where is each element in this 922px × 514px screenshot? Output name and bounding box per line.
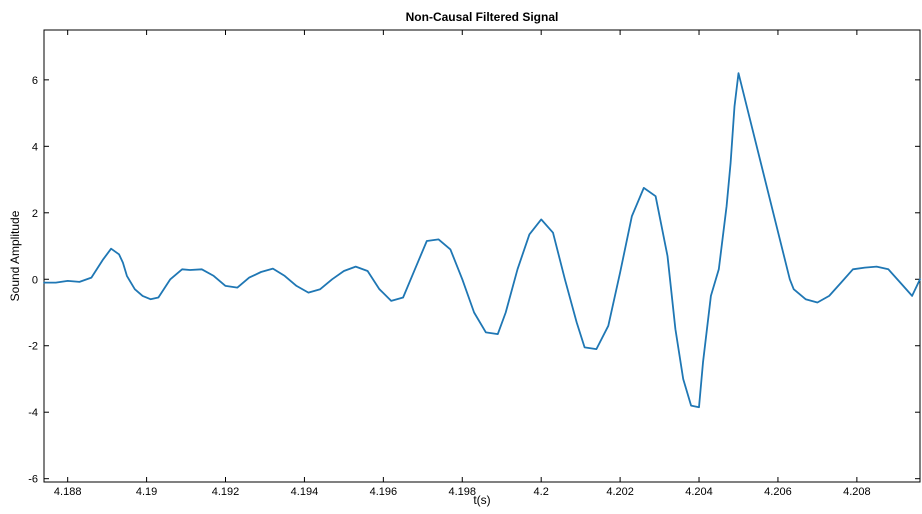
x-tick-label: 4.2: [534, 486, 549, 498]
y-tick-label: -6: [28, 474, 38, 486]
y-tick-label: 0: [32, 274, 38, 286]
x-tick-label: 4.198: [449, 486, 477, 498]
x-axis-label: t(s): [473, 493, 490, 507]
x-tick-label: 4.196: [370, 486, 398, 498]
y-axis-label: Sound Amplitude: [8, 210, 22, 301]
x-tick-label: 4.188: [54, 486, 82, 498]
x-tick-label: 4.19: [136, 486, 157, 498]
x-tick-label: 4.192: [212, 486, 240, 498]
signal-line: [43, 72, 921, 409]
axis-ticks: [44, 30, 920, 482]
plot-area: [43, 29, 921, 483]
y-tick-label: -4: [28, 407, 38, 419]
tick-labels: 4.188 4.19 4.192 4.194 4.196 4.198 4.2 4.202 4.2…: [28, 75, 870, 498]
x-tick-label: 4.202: [606, 486, 634, 498]
y-tick-label: 4: [32, 141, 38, 153]
x-tick-label: 4.204: [685, 486, 713, 498]
y-tick-label: -2: [28, 341, 38, 353]
x-tick-label: 4.206: [764, 486, 792, 498]
y-tick-label: 6: [32, 75, 38, 87]
y-tick-label: 2: [32, 208, 38, 220]
x-tick-label: 4.208: [843, 486, 871, 498]
chart-title: Non-Causal Filtered Signal: [406, 10, 559, 24]
x-tick-label: 4.194: [291, 486, 319, 498]
